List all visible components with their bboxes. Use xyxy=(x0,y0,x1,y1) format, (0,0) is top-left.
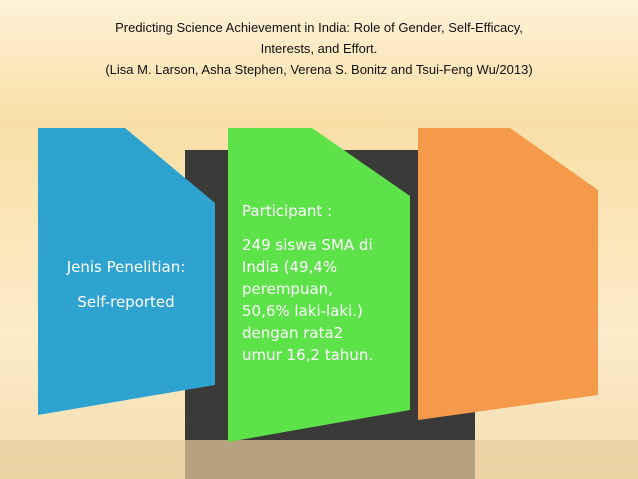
box-line: India (49,4% xyxy=(242,258,337,276)
title-line: Predicting Science Achievement in India:… xyxy=(115,20,523,35)
box-line: umur 16,2 tahun. xyxy=(242,346,373,364)
box-line: 249 siswa SMA di xyxy=(242,236,373,254)
box-line: dengan rata2 xyxy=(242,324,343,342)
box-line: 50,6% laki-laki.) xyxy=(242,302,363,320)
green-chevron xyxy=(228,128,410,442)
box-line: perempuan, xyxy=(242,280,333,298)
box-line: Self-reported xyxy=(77,293,174,311)
title-line: Interests, and Effort. xyxy=(261,41,378,56)
title: Predicting Science Achievement in India:… xyxy=(105,20,532,77)
boxes: Jenis Penelitian: Self-reported Participan… xyxy=(66,202,373,364)
box-heading: Participant : xyxy=(242,202,332,220)
blue-chevron xyxy=(38,128,215,415)
title-line: (Lisa M. Larson, Asha Stephen, Verena S.… xyxy=(105,62,532,77)
ground xyxy=(0,440,638,479)
box-heading: Jenis Penelitian: xyxy=(66,258,186,276)
orange-chevron xyxy=(418,128,598,420)
